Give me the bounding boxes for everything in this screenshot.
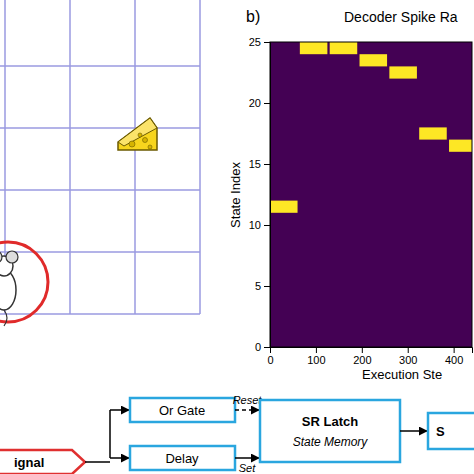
spike-cell — [330, 42, 358, 54]
cheese — [118, 118, 157, 150]
x-tick: 200 — [353, 347, 371, 366]
edge-label: Set — [239, 462, 256, 474]
node-label: SR Latch — [302, 414, 358, 429]
mouse — [0, 242, 48, 326]
x-axis-title: Execution Ste — [362, 367, 442, 382]
cheese-part — [129, 141, 135, 147]
grid-line — [0, 189, 200, 191]
cheese-part — [143, 138, 148, 143]
x-tick-mark — [408, 347, 409, 353]
connector — [400, 430, 427, 432]
grid-line — [0, 65, 200, 67]
grid-line — [134, 0, 136, 314]
x-tick: 400 — [445, 347, 463, 366]
node-label: ignal — [14, 455, 44, 470]
x-tick-mark — [454, 347, 455, 353]
connector — [110, 457, 129, 459]
spike-cell — [419, 127, 447, 139]
output-node — [428, 413, 474, 449]
x-tick-label: 0 — [267, 354, 273, 366]
x-tick-mark — [316, 347, 317, 353]
x-tick: 300 — [399, 347, 417, 366]
node-label: S — [436, 424, 445, 439]
node-sublabel: State Memory — [293, 435, 369, 449]
y-tick: 25 — [249, 36, 270, 48]
spike-cell — [270, 201, 298, 213]
delay-node — [130, 446, 235, 470]
signal-node — [0, 450, 85, 474]
mouse-part — [4, 310, 7, 326]
y-axis: 0 5 10 15 20 25 — [249, 36, 271, 353]
y-tick: 5 — [255, 280, 270, 292]
node-label: Or Gate — [159, 403, 205, 418]
cells — [270, 42, 472, 213]
y-tick: 15 — [249, 158, 270, 170]
node-label: Delay — [165, 451, 199, 466]
y-tick-label: 5 — [255, 280, 261, 292]
x-axis-line — [271, 348, 473, 354]
x-axis: 0 100 200 300 400 — [267, 347, 472, 366]
y-tick-label: 15 — [249, 158, 261, 170]
y-tick-mark — [264, 225, 270, 226]
x-tick-label: 200 — [353, 354, 371, 366]
grid-world — [0, 0, 200, 326]
y-tick-mark — [264, 42, 270, 43]
y-tick-label: 25 — [249, 36, 261, 48]
y-axis-line — [264, 43, 271, 348]
y-tick-label: 0 — [255, 341, 261, 353]
grid-line — [199, 0, 201, 314]
plot-background — [270, 42, 472, 347]
y-axis-title: State Index — [228, 162, 243, 228]
spike-cell — [300, 42, 328, 54]
y-tick: 0 — [255, 341, 270, 353]
grid-line — [0, 251, 200, 253]
connector — [235, 409, 259, 411]
cheese-part — [138, 133, 142, 137]
sr-latch-node — [260, 400, 400, 462]
edge-label: Reset — [233, 394, 263, 406]
x-tick: 100 — [307, 347, 325, 366]
mouse-part — [0, 251, 2, 263]
y-tick-label: 20 — [249, 97, 261, 109]
cheese-part — [148, 145, 152, 149]
x-tick: 0 — [267, 347, 273, 366]
panel-label: b) — [246, 8, 260, 25]
cheese-part — [118, 118, 157, 150]
plot-frame — [270, 42, 472, 347]
spike-cell — [449, 140, 472, 152]
y-tick-mark — [264, 347, 270, 348]
or-gate-node — [130, 398, 235, 422]
y-tick-mark — [264, 164, 270, 165]
grid-line — [69, 0, 71, 314]
figure: b) 0 100 200 300 400 0 5 10 15 20 25 Decoder Spike R… — [0, 0, 474, 474]
grid-line — [0, 127, 200, 129]
block-diagram: ignal Or Gate Delay Reset Set SR Latch State M… — [0, 394, 474, 474]
mouse-part — [6, 251, 18, 263]
mouse-part — [0, 242, 48, 322]
y-tick-label: 10 — [249, 219, 261, 231]
x-tick-label: 400 — [445, 354, 463, 366]
connector — [110, 409, 129, 411]
spike-cell — [389, 66, 417, 78]
y-tick-mark — [264, 103, 270, 104]
cheese-part — [118, 118, 157, 146]
y-tick-mark — [264, 286, 270, 287]
x-tick-label: 100 — [307, 354, 325, 366]
connector — [235, 457, 259, 459]
spike-cell — [360, 54, 388, 66]
y-tick: 20 — [249, 97, 270, 109]
chart-title: Decoder Spike Ra — [344, 9, 458, 25]
x-tick-label: 300 — [399, 354, 417, 366]
y-tick: 10 — [249, 219, 270, 231]
connector — [109, 410, 111, 458]
connector — [85, 461, 110, 463]
x-tick-mark — [362, 347, 363, 353]
